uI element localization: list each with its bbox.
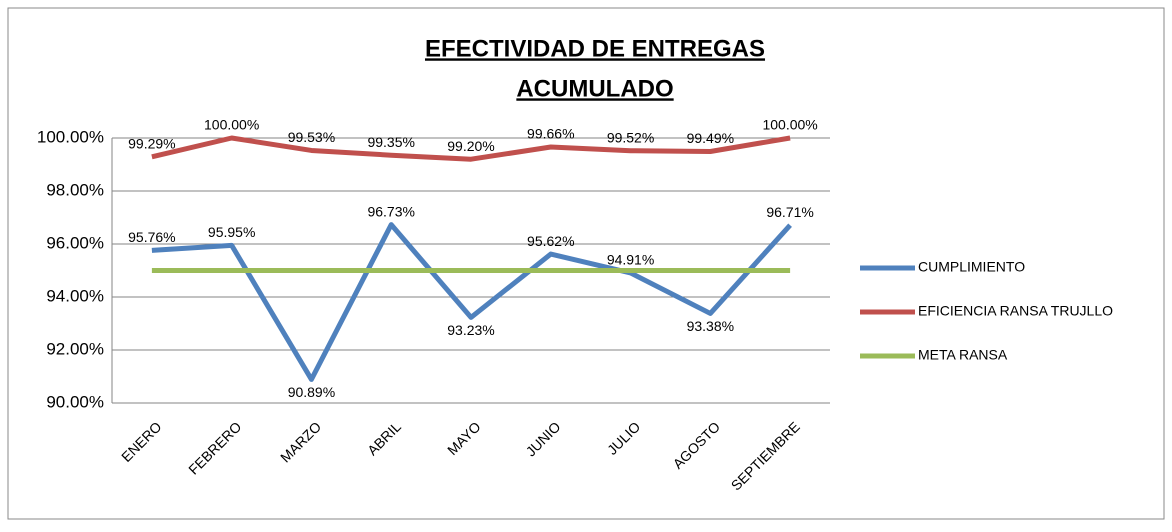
data-label: 99.20% [447,138,494,154]
chart-title: ACUMULADO [516,75,673,102]
data-label: 100.00% [762,117,817,133]
legend-label: EFICIENCIA RANSA TRUJLLO [918,303,1113,319]
y-tick-label: 96.00% [46,233,104,252]
data-label: 95.76% [128,229,175,245]
data-label: 96.73% [367,203,414,219]
series-line [151,135,791,162]
chart-title: EFECTIVIDAD DE ENTREGAS [425,35,765,62]
data-label: 93.23% [447,322,494,338]
y-tick-label: 100.00% [37,127,104,146]
legend-label: CUMPLIMIENTO [918,259,1025,275]
data-label: 96.71% [766,204,813,220]
y-tick-label: 98.00% [46,180,104,199]
data-label: 90.89% [288,384,335,400]
data-label: 93.38% [687,318,734,334]
data-label: 99.49% [687,130,734,146]
y-tick-label: 90.00% [46,392,104,411]
data-label: 95.95% [208,224,255,240]
y-tick-label: 94.00% [46,286,104,305]
data-label: 94.91% [607,252,654,268]
data-label: 99.52% [607,129,654,145]
series-line [151,222,792,382]
y-tick-label: 92.00% [46,339,104,358]
data-label: 100.00% [204,117,259,133]
data-label: 99.66% [527,126,574,142]
data-label: 99.35% [367,134,414,150]
legend-label: META RANSA [918,347,1008,363]
data-label: 99.53% [288,129,335,145]
data-label: 99.29% [128,136,175,152]
data-label: 95.62% [527,233,574,249]
